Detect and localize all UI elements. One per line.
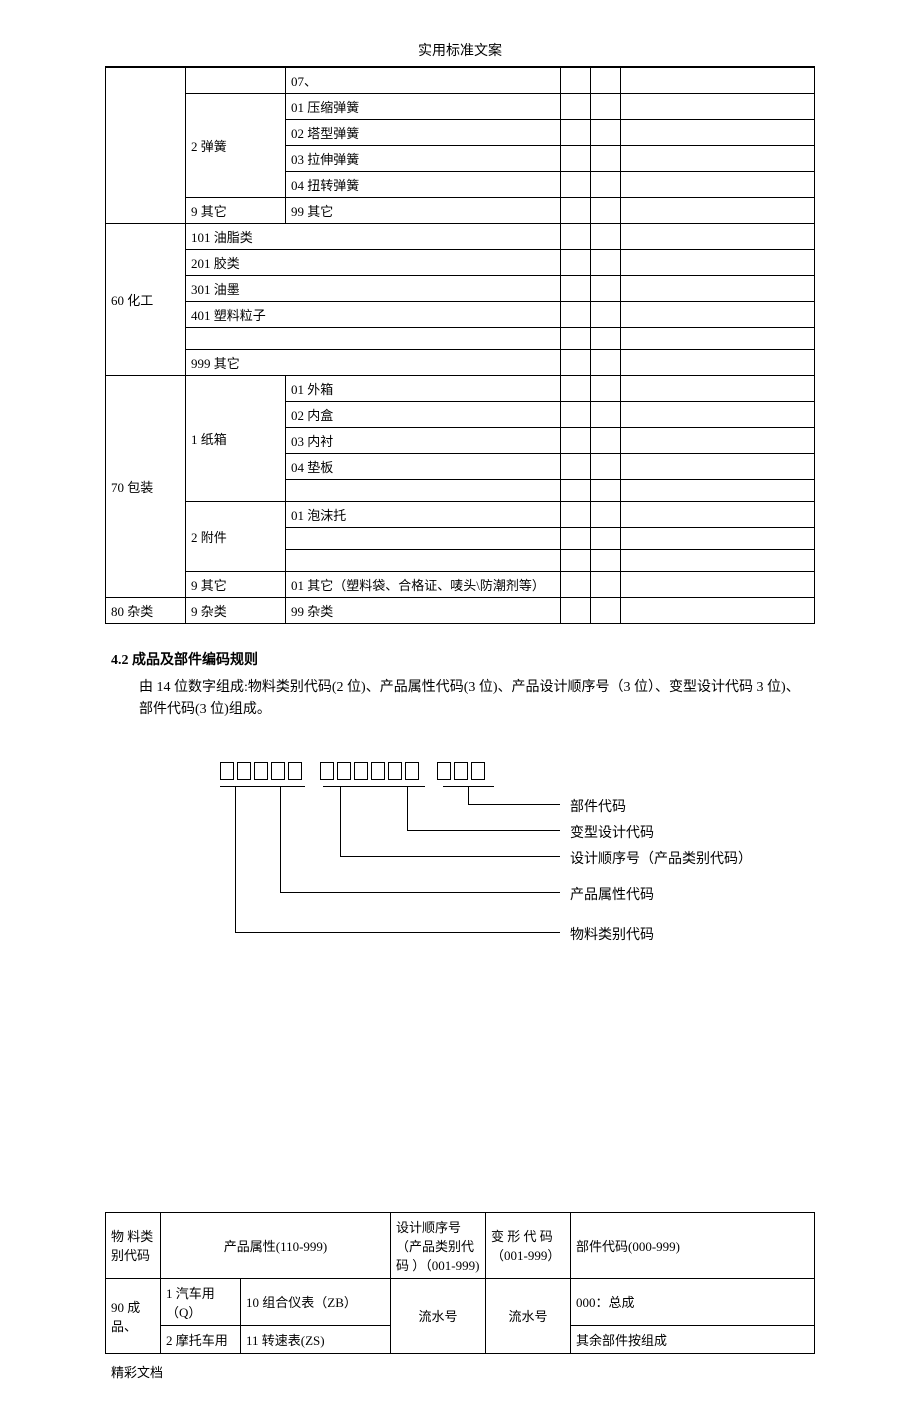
header-cell: 变 形 代 码（001-999）: [486, 1212, 571, 1278]
product-attribute-table: 物 料类 别代码 产品属性(110-999) 设计顺序号（产品类别代 码 ）（0…: [105, 1212, 815, 1354]
cell: [286, 550, 561, 572]
cell: 90 成品、: [106, 1278, 161, 1353]
cell: 03 拉伸弹簧: [286, 146, 561, 172]
cell: 02 内盒: [286, 402, 561, 428]
cell: 02 塔型弹簧: [286, 120, 561, 146]
box-group-1: [220, 762, 302, 780]
cell: 流水号: [486, 1278, 571, 1353]
cell: [286, 528, 561, 550]
cell: 01 其它（塑料袋、合格证、唛头\防潮剂等）: [286, 572, 561, 598]
cell: 01 泡沫托: [286, 502, 561, 528]
cell: 301 油墨: [186, 276, 561, 302]
page-footer: 精彩文档: [105, 1362, 815, 1381]
cell: 9 其它: [186, 198, 286, 224]
page-header: 实用标准文案: [105, 40, 815, 60]
cell: 101 油脂类: [186, 224, 561, 250]
cell: 04 垫板: [286, 454, 561, 480]
misc-label: 80 杂类: [106, 598, 186, 624]
header-cell: 产品属性(110-999): [161, 1212, 391, 1278]
header-cell: 物 料类 别代码: [106, 1212, 161, 1278]
box-label: 1 纸箱: [186, 376, 286, 502]
cell: 201 胶类: [186, 250, 561, 276]
cell: 9 其它: [186, 572, 286, 598]
cell: 01 压缩弹簧: [286, 94, 561, 120]
cell: 07、: [286, 68, 561, 94]
spring-label: 2 弹簧: [186, 94, 286, 198]
cell: 04 扭转弹簧: [286, 172, 561, 198]
chem-label: 60 化工: [106, 224, 186, 376]
box-group-3: [437, 762, 485, 780]
cell: 99 其它: [286, 198, 561, 224]
cell: [186, 328, 561, 350]
diagram-label: 设计顺序号（产品类别代码）: [570, 848, 752, 868]
box-group-2: [320, 762, 419, 780]
code-structure-diagram: 部件代码 变型设计代码 设计顺序号（产品类别代码） 产品属性代码 物料类别代码: [160, 762, 760, 972]
header-cell: 设计顺序号（产品类别代 码 ）（001-999): [391, 1212, 486, 1278]
cell: 03 内衬: [286, 428, 561, 454]
cell: 9 杂类: [186, 598, 286, 624]
cell: 01 外箱: [286, 376, 561, 402]
cell: [286, 480, 561, 502]
cell: 999 其它: [186, 350, 561, 376]
cell: 11 转速表(ZS): [241, 1325, 391, 1353]
cell: 401 塑料粒子: [186, 302, 561, 328]
cell: 2 摩托车用: [161, 1325, 241, 1353]
section-body: 由 14 位数字组成:物料类别代码(2 位)、产品属性代码(3 位)、产品设计顺…: [105, 677, 815, 722]
cell: 流水号: [391, 1278, 486, 1353]
pack-label: 70 包装: [106, 376, 186, 598]
cell: 99 杂类: [286, 598, 561, 624]
section-title: 4.2 成品及部件编码规则: [105, 649, 815, 669]
diagram-label: 物料类别代码: [570, 924, 654, 944]
diagram-label: 变型设计代码: [570, 822, 654, 842]
cell: 其余部件按组成: [571, 1325, 815, 1353]
material-code-table: 07、 2 弹簧 01 压缩弹簧 02 塔型弹簧 03 拉伸弹簧 04 扭转弹簧…: [105, 67, 815, 624]
diagram-label: 部件代码: [570, 796, 626, 816]
header-cell: 部件代码(000-999): [571, 1212, 815, 1278]
diagram-label: 产品属性代码: [570, 884, 654, 904]
acc-label: 2 附件: [186, 502, 286, 572]
